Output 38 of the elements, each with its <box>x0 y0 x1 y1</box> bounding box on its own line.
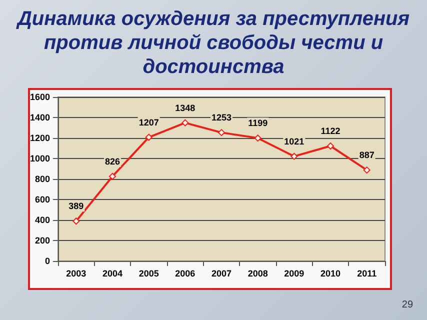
x-tick-label: 2011 <box>357 268 377 278</box>
point <box>290 152 298 160</box>
y-tick-label: 200 <box>34 236 50 246</box>
point <box>218 129 225 136</box>
x-tick-label: 2005 <box>138 268 159 278</box>
x-tick-label: 2010 <box>320 268 341 278</box>
y-tick-label: 600 <box>34 194 50 204</box>
y-tick-label: 1600 <box>30 92 50 102</box>
data-label: 1207 <box>138 117 159 128</box>
y-tick-label: 1200 <box>30 133 50 143</box>
text: 29 <box>402 300 414 310</box>
point <box>182 119 189 126</box>
x-tick-label: 2006 <box>175 268 196 278</box>
y-tick-label: 400 <box>34 215 50 225</box>
data-label: 826 <box>104 156 120 166</box>
chart-title: Динамика осуждения за преступления против личной свободы чести и достоинства <box>15 8 410 78</box>
data-label: 887 <box>359 150 374 160</box>
data-label: 1348 <box>175 102 196 113</box>
data-label: 1199 <box>248 118 268 128</box>
x-tick-label: 2003 <box>66 268 86 278</box>
data-label: 1253 <box>211 112 232 123</box>
data-label: 1021 <box>284 136 304 146</box>
y-tick-label: 1400 <box>30 112 50 122</box>
point <box>109 172 116 180</box>
point <box>72 218 80 225</box>
point <box>327 142 334 150</box>
y-tick-label: 1000 <box>30 154 50 164</box>
x-tick-label: 2008 <box>248 268 268 278</box>
x-tick-label: 2009 <box>284 268 304 278</box>
data-label: 389 <box>68 201 84 212</box>
y-tick-label: 800 <box>34 174 50 184</box>
point <box>363 166 370 174</box>
data-label: 1122 <box>320 126 340 136</box>
y-tick-label: 0 <box>44 256 50 266</box>
x-tick-label: 2004 <box>102 268 123 278</box>
point <box>254 134 262 142</box>
x-tick-label: 2007 <box>211 268 232 278</box>
point <box>145 134 152 141</box>
